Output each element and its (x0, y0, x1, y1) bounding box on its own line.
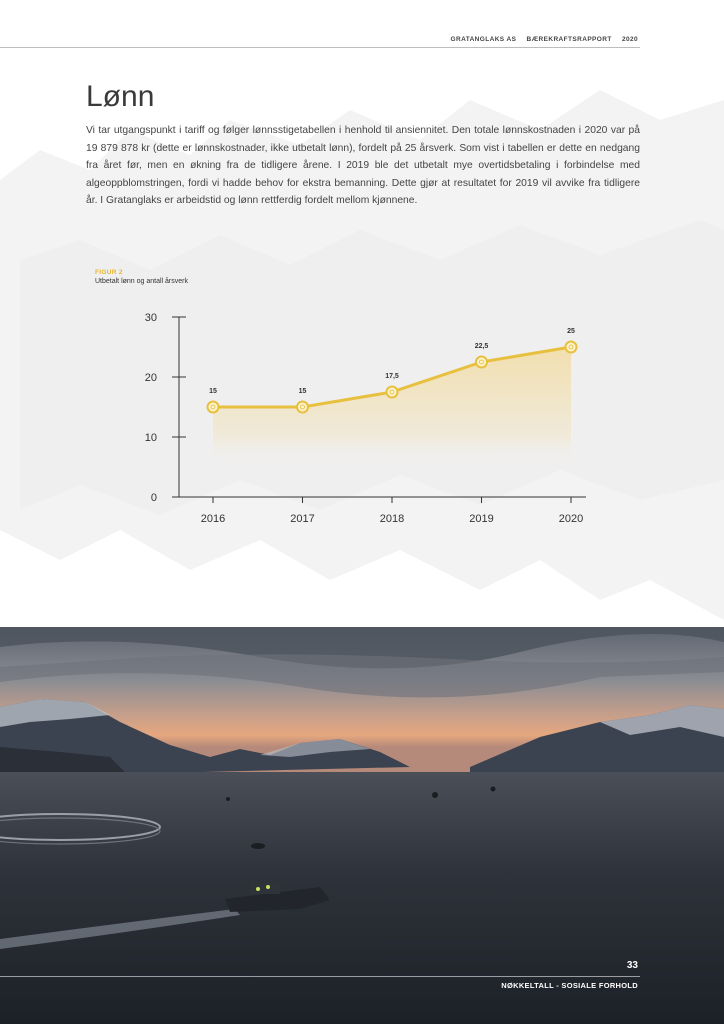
running-header: GRATANGLAKS AS BÆREKRAFTSRAPPORT 2020 (443, 36, 638, 43)
page-number: 33 (626, 960, 638, 971)
footer-rule (0, 976, 640, 977)
header-report: BÆREKRAFTSRAPPORT (526, 36, 612, 43)
header-company: GRATANGLAKS AS (450, 36, 517, 43)
header-year: 2020 (621, 36, 638, 43)
fjord-photo (0, 627, 724, 1024)
figure-label: FIGUR 2 (95, 269, 123, 276)
header-rule (0, 47, 640, 48)
section-body: Vi tar utgangspunkt i tariff og følger l… (86, 125, 640, 206)
section-title: Lønn (86, 80, 155, 113)
figure-caption: Utbetalt lønn og antall årsverk (95, 278, 188, 285)
footer-section: NØKKELTALL - SOSIALE FORHOLD (501, 981, 638, 990)
